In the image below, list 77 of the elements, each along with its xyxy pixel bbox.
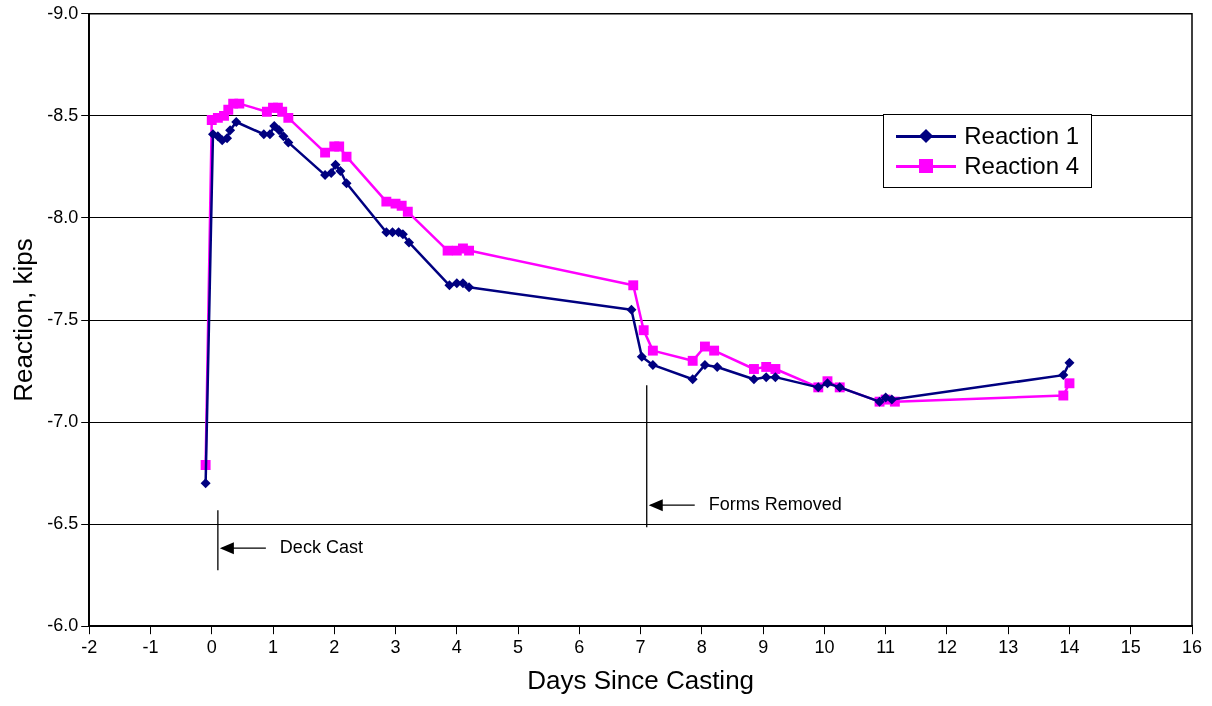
point (442, 245, 453, 256)
point (225, 125, 236, 136)
point (699, 359, 710, 370)
point (381, 196, 392, 207)
point (1058, 370, 1069, 381)
point (200, 478, 211, 489)
legend-label: Reaction 1 (964, 121, 1079, 150)
y-tick-label: -6.5 (47, 513, 79, 534)
x-tick-label: 6 (574, 636, 585, 657)
point (274, 125, 285, 136)
point (687, 374, 698, 385)
x-tick-label: 2 (329, 636, 340, 657)
point (341, 178, 352, 189)
point (330, 159, 341, 170)
point (687, 355, 698, 366)
ref-line-label: Deck Cast (279, 537, 363, 558)
point (402, 206, 413, 217)
y-tick-label: -8.5 (47, 104, 79, 125)
x-tick-label: 0 (206, 636, 217, 657)
point (335, 165, 346, 176)
point (628, 280, 639, 291)
point (464, 245, 475, 256)
point (326, 168, 337, 179)
point (283, 137, 294, 148)
point (283, 112, 294, 123)
point (234, 98, 245, 109)
x-axis-title: Days Since Casting (527, 664, 755, 695)
x-tick-label: 5 (513, 636, 524, 657)
point (341, 151, 352, 162)
point (636, 351, 647, 362)
x-tick-label: 7 (635, 636, 646, 657)
x-tick-label: 10 (814, 636, 835, 657)
point (647, 345, 658, 356)
legend-label: Reaction 4 (964, 151, 1079, 180)
point (712, 361, 723, 372)
point (404, 237, 415, 248)
x-tick-label: 12 (936, 636, 957, 657)
point (761, 372, 772, 383)
point (709, 345, 720, 356)
point (638, 325, 649, 336)
point (278, 131, 289, 142)
x-tick-label: -1 (142, 636, 159, 657)
x-tick-label: 15 (1120, 636, 1141, 657)
ref-line-label: Forms Removed (708, 494, 842, 515)
y-tick-label: -6.0 (47, 615, 79, 636)
point (222, 133, 233, 144)
point (748, 374, 759, 385)
point (1064, 357, 1075, 368)
y-tick-label: -7.5 (47, 308, 79, 329)
point (1064, 378, 1075, 389)
point (770, 372, 781, 383)
point (1058, 390, 1069, 401)
x-tick-label: 16 (1181, 636, 1203, 657)
x-tick-label: 13 (998, 636, 1019, 657)
point (444, 280, 455, 291)
point (770, 364, 781, 374)
point (626, 304, 637, 315)
point (231, 116, 242, 127)
point (334, 141, 345, 152)
x-tick-label: 3 (390, 636, 401, 657)
y-tick-label: -8.0 (47, 206, 79, 227)
x-tick-label: 14 (1059, 636, 1080, 657)
x-tick-label: 4 (451, 636, 462, 657)
y-axis-title: Reaction, kips (7, 238, 38, 402)
y-tick-label: -9.0 (47, 2, 79, 23)
point (647, 359, 658, 370)
y-tick-label: -7.0 (47, 411, 79, 432)
x-tick-label: -2 (81, 636, 98, 657)
point (761, 362, 772, 372)
x-tick-label: 9 (758, 636, 769, 657)
point (269, 121, 280, 132)
point (749, 364, 759, 374)
point (320, 147, 331, 158)
x-tick-label: 11 (876, 636, 896, 657)
x-tick-label: 8 (696, 636, 707, 657)
point (464, 282, 475, 293)
x-tick-label: 1 (268, 636, 279, 657)
